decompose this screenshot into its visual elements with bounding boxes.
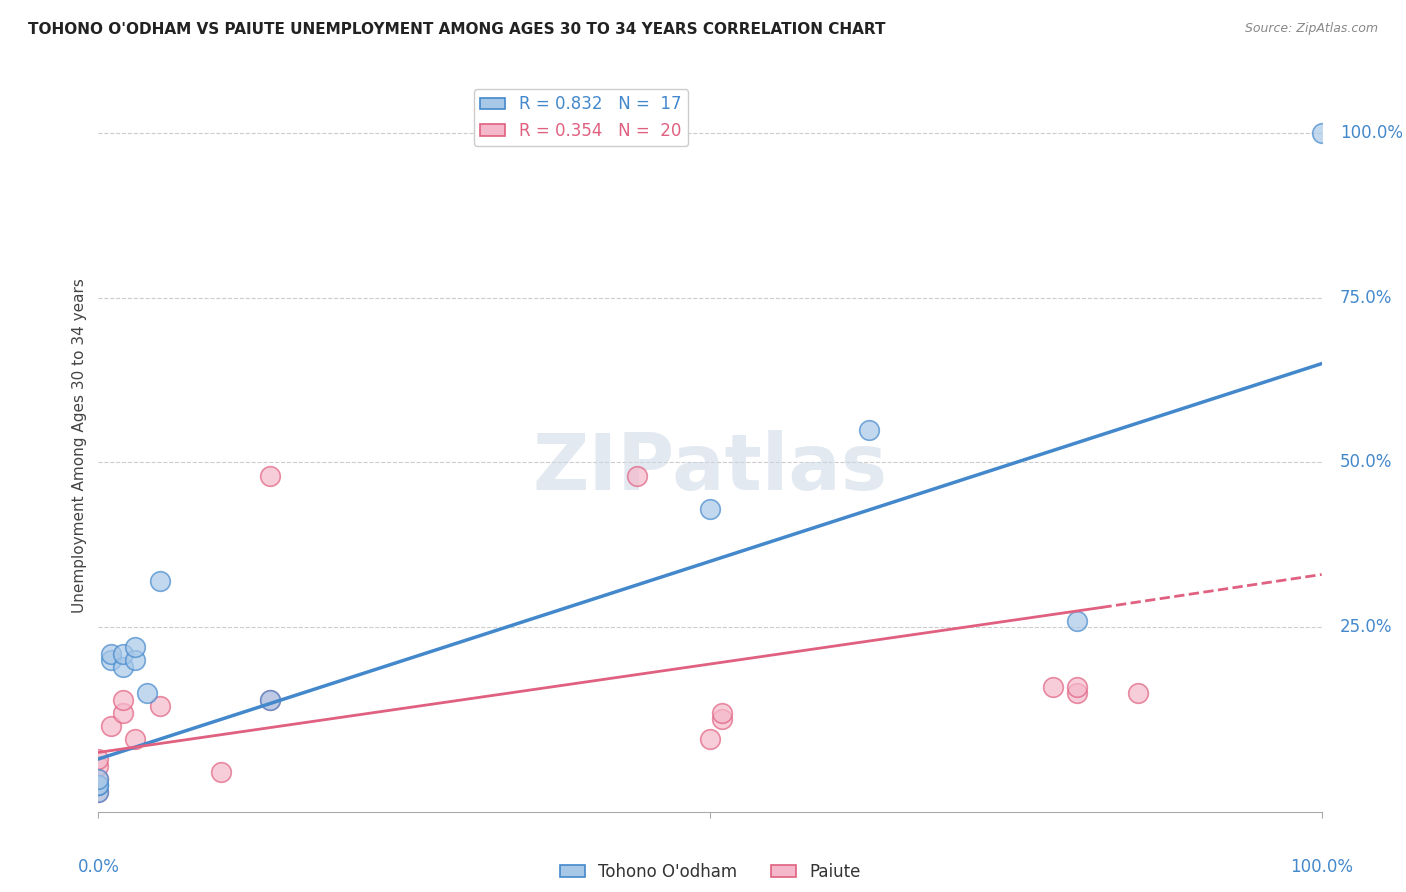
Point	[1066, 686, 1088, 700]
Point	[87, 785, 110, 799]
Legend: Tohono O'odham, Paiute: Tohono O'odham, Paiute	[553, 856, 868, 888]
Point	[124, 653, 146, 667]
Point	[87, 772, 110, 786]
Point	[149, 574, 172, 588]
Point	[149, 699, 172, 714]
Text: 75.0%: 75.0%	[1340, 289, 1392, 307]
Point	[711, 706, 734, 720]
Point	[100, 653, 122, 667]
Point	[1066, 614, 1088, 628]
Point	[1066, 680, 1088, 694]
Point	[124, 640, 146, 654]
Point	[209, 765, 232, 780]
Text: TOHONO O'ODHAM VS PAIUTE UNEMPLOYMENT AMONG AGES 30 TO 34 YEARS CORRELATION CHAR: TOHONO O'ODHAM VS PAIUTE UNEMPLOYMENT AM…	[28, 22, 886, 37]
Point	[87, 772, 110, 786]
Text: 0.0%: 0.0%	[77, 858, 120, 876]
Point	[259, 692, 281, 706]
Point	[1042, 680, 1064, 694]
Text: 50.0%: 50.0%	[1340, 453, 1392, 472]
Text: 100.0%: 100.0%	[1340, 124, 1403, 142]
Point	[124, 732, 146, 747]
Point	[87, 785, 110, 799]
Point	[111, 692, 134, 706]
Point	[111, 647, 134, 661]
Point	[87, 758, 110, 772]
Point	[87, 778, 110, 792]
Point	[87, 778, 110, 792]
Text: ZIPatlas: ZIPatlas	[533, 430, 887, 506]
Point	[100, 719, 122, 733]
Point	[626, 468, 648, 483]
Point	[136, 686, 159, 700]
Point	[87, 752, 110, 766]
Point	[858, 423, 880, 437]
Point	[699, 501, 721, 516]
Point	[259, 468, 281, 483]
Y-axis label: Unemployment Among Ages 30 to 34 years: Unemployment Among Ages 30 to 34 years	[72, 278, 87, 614]
Text: 25.0%: 25.0%	[1340, 618, 1392, 636]
Point	[111, 706, 134, 720]
Point	[111, 659, 134, 673]
Point	[699, 732, 721, 747]
Point	[259, 692, 281, 706]
Point	[1128, 686, 1150, 700]
Text: Source: ZipAtlas.com: Source: ZipAtlas.com	[1244, 22, 1378, 36]
Point	[711, 713, 734, 727]
Text: 100.0%: 100.0%	[1291, 858, 1353, 876]
Point	[1310, 126, 1333, 140]
Point	[100, 647, 122, 661]
